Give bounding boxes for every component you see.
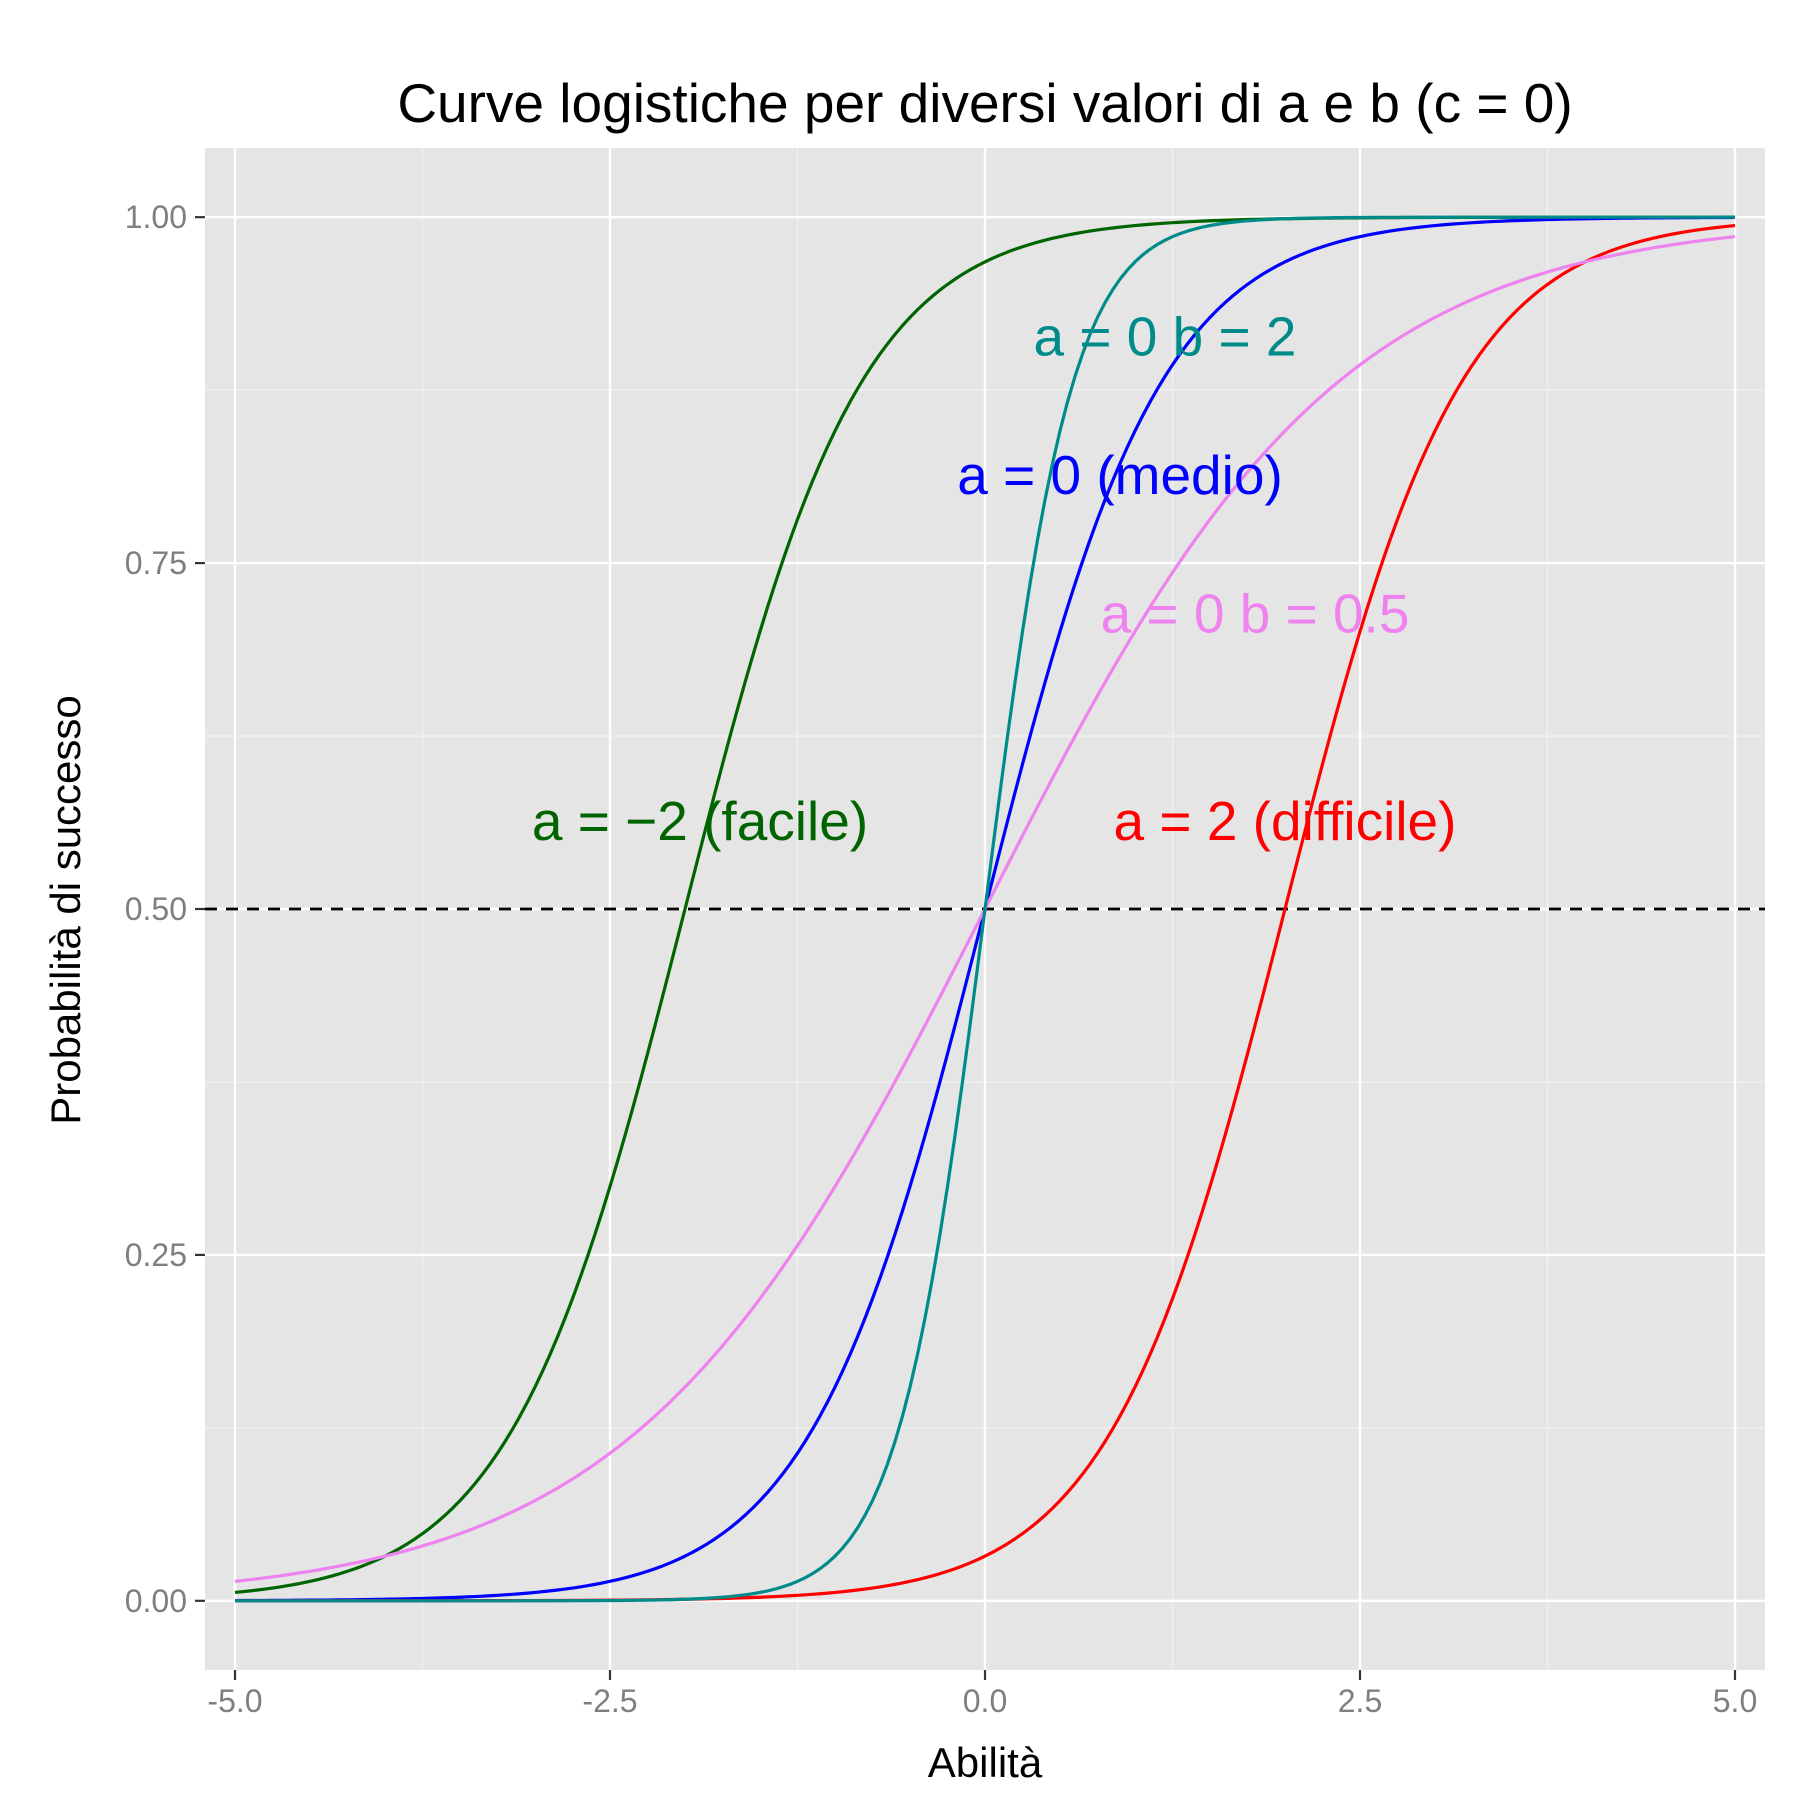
annotation-1: a = 0 (medio) xyxy=(957,444,1283,506)
annotation-2: a = 2 (difficile) xyxy=(1114,790,1457,852)
y-tick-label: 0.00 xyxy=(125,1583,187,1619)
x-tick-label: -5.0 xyxy=(207,1683,262,1719)
series-group xyxy=(234,215,1736,1603)
y-tick-label: 0.25 xyxy=(125,1237,187,1273)
annotation-4: a = 0 b = 2 xyxy=(1034,306,1297,368)
y-tick-label: 0.50 xyxy=(125,891,187,927)
x-tick-label: -2.5 xyxy=(582,1683,637,1719)
annotations-group: a = −2 (facile) a = 0 (medio) a = 2 (diffi… xyxy=(532,306,1457,852)
y-tick-label: 1.00 xyxy=(125,199,187,235)
series-line-4 xyxy=(235,215,1735,1603)
annotation-0: a = −2 (facile) xyxy=(532,790,868,852)
annotation-3: a = 0 b = 0.5 xyxy=(1101,582,1410,644)
x-axis-title: Abilità xyxy=(928,1739,1043,1786)
x-tick-label: 0.0 xyxy=(963,1683,1007,1719)
y-tick-label: 0.75 xyxy=(125,545,187,581)
y-axis-title: Probabilità di successo xyxy=(42,695,89,1125)
x-tick-label: 5.0 xyxy=(1713,1683,1757,1719)
chart-title: Curve logistiche per diversi valori di a… xyxy=(397,72,1572,134)
axes-group: -5.0 -2.5 0.0 2.5 5.0 0.00 0.25 0.50 0.75 1.00 xyxy=(125,199,1758,1719)
x-tick-label: 2.5 xyxy=(1338,1683,1382,1719)
